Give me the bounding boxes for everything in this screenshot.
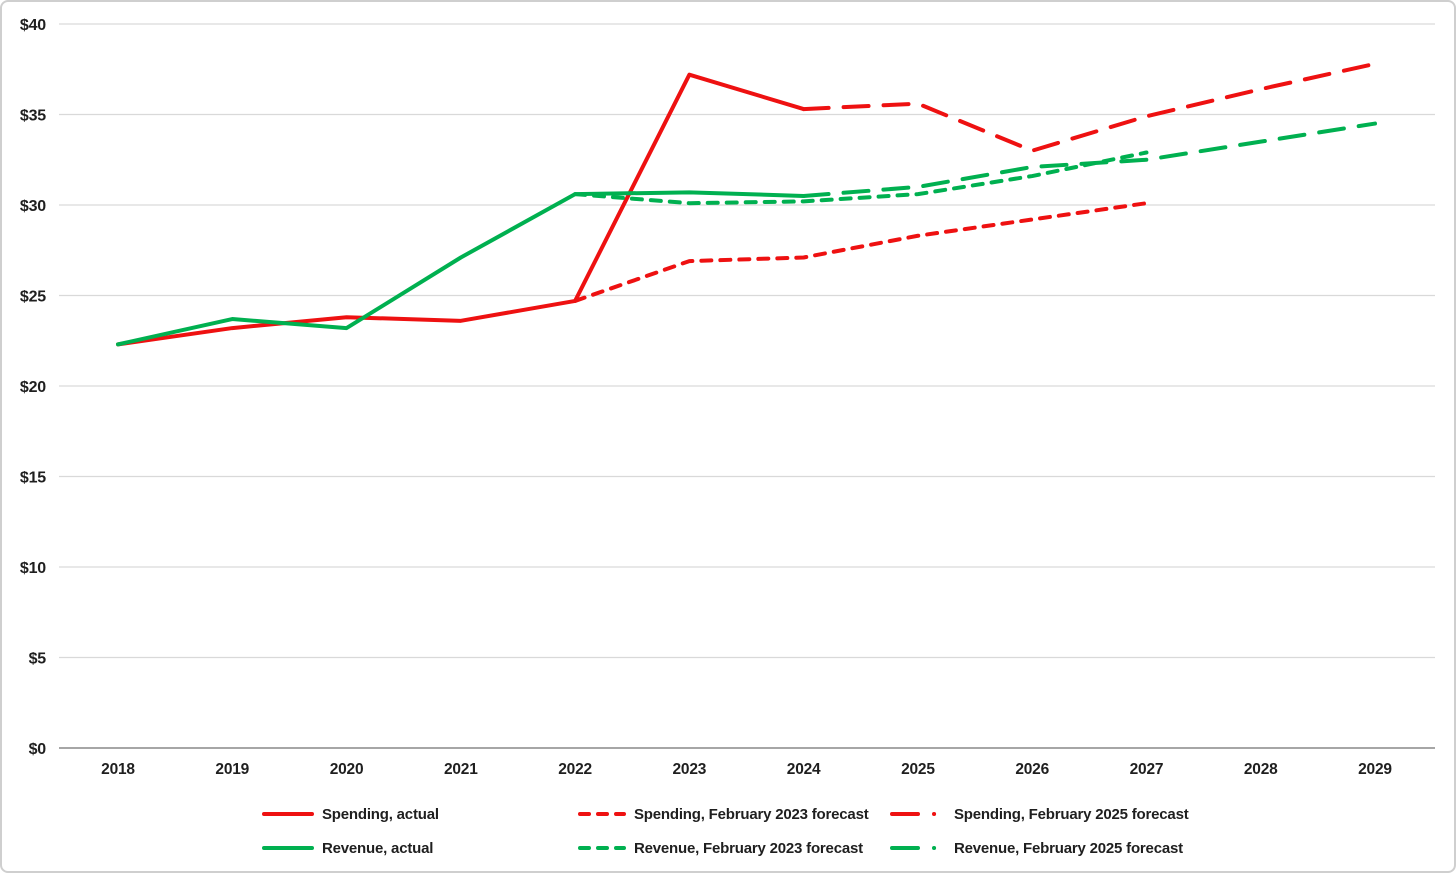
y-tick-label: $10: [20, 560, 46, 577]
x-tick-label: 2019: [215, 761, 249, 778]
spending-february-2023-forecast-line: [573, 201, 1149, 303]
x-tick-label: 2023: [673, 761, 707, 778]
x-tick-label: 2026: [1015, 761, 1049, 778]
spending-february-2025-forecast-line: [801, 61, 1377, 153]
y-tick-label: $15: [20, 470, 46, 487]
y-tick-label: $25: [20, 289, 46, 306]
x-tick-label: 2027: [1130, 761, 1164, 778]
x-tick-label: 2021: [444, 761, 478, 778]
y-tick-label: $30: [20, 198, 46, 215]
revenue-february-2025-forecast-line: [801, 121, 1377, 198]
x-tick-label: 2022: [558, 761, 592, 778]
revenue-february-2023-forecast-line: [573, 150, 1149, 206]
y-tick-label: $0: [29, 741, 47, 758]
spending-actual-line: [116, 72, 806, 347]
x-tick-label: 2029: [1358, 761, 1392, 778]
x-tick-label: 2020: [330, 761, 364, 778]
x-tick-label: 2025: [901, 761, 935, 778]
y-tick-label: $35: [20, 108, 46, 125]
x-tick-label: 2028: [1244, 761, 1278, 778]
x-tick-label: 2018: [101, 761, 135, 778]
y-tick-label: $20: [20, 379, 46, 396]
x-tick-label: 2024: [787, 761, 821, 778]
y-tick-label: $40: [20, 17, 46, 34]
y-tick-label: $5: [29, 651, 47, 668]
revenue-actual-line: [116, 190, 806, 347]
